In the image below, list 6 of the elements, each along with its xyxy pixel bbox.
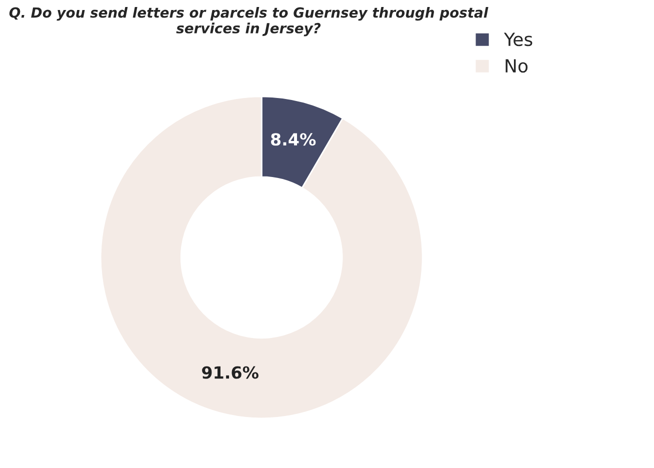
data-label: 91.6%	[202, 366, 258, 379]
donut-slice	[100, 96, 424, 420]
chart-title: Q. Do you send letters or parcels to Guernsey through postal services in Jersey?	[9, 7, 488, 36]
legend-label: No	[506, 59, 528, 73]
legend-label: Yes	[504, 32, 532, 46]
data-label: 8.4%	[271, 133, 316, 146]
